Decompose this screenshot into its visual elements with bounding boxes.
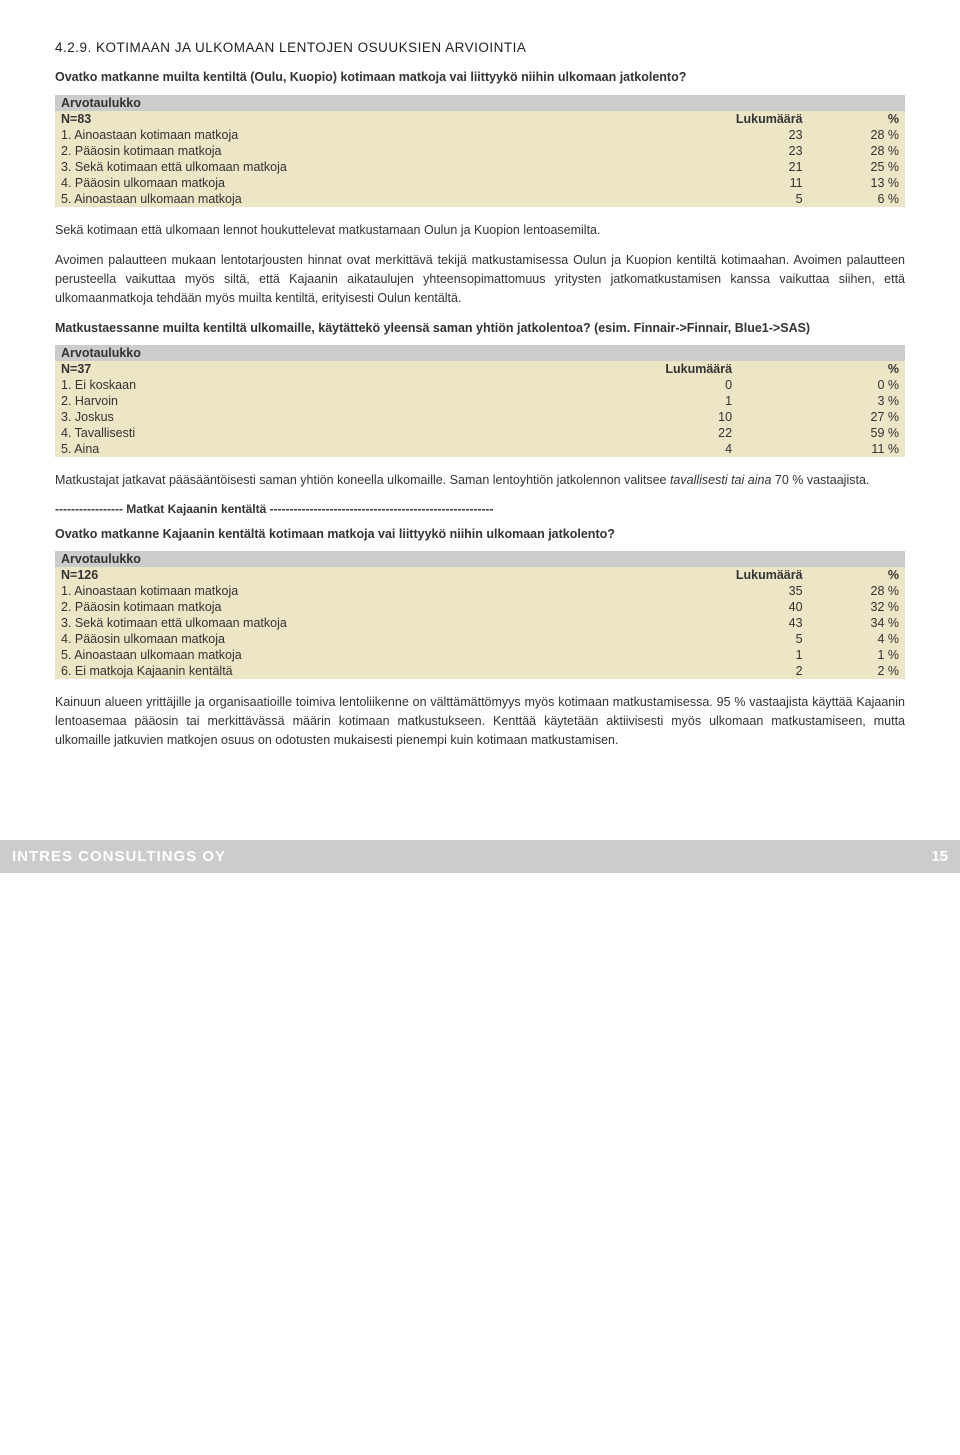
row-count: 11 bbox=[621, 175, 808, 191]
paragraph-4: Kainuun alueen yrittäjille ja organisaat… bbox=[55, 693, 905, 749]
page-footer: INTRES CONSULTINGS OY 15 bbox=[0, 840, 960, 873]
table-row: 4. Pääosin ulkomaan matkoja54 % bbox=[55, 631, 905, 647]
row-label: 6. Ei matkoja Kajaanin kentältä bbox=[55, 663, 621, 679]
row-label: 1. Ainoastaan kotimaan matkoja bbox=[55, 127, 621, 143]
table-3-col-pct: % bbox=[809, 567, 905, 583]
table-1-title: Arvotaulukko bbox=[55, 95, 905, 111]
table-2-n: N=37 bbox=[55, 361, 414, 377]
row-label: 4. Tavallisesti bbox=[55, 425, 414, 441]
row-pct: 11 % bbox=[738, 441, 905, 457]
row-label: 3. Sekä kotimaan että ulkomaan matkoja bbox=[55, 615, 621, 631]
footer-page-number: 15 bbox=[931, 848, 948, 865]
table-row: 1. Ainoastaan kotimaan matkoja2328 % bbox=[55, 127, 905, 143]
row-pct: 13 % bbox=[809, 175, 905, 191]
row-count: 5 bbox=[621, 631, 808, 647]
row-pct: 32 % bbox=[809, 599, 905, 615]
section-divider: ----------------- Matkat Kajaanin kentäl… bbox=[55, 502, 905, 516]
table-1-n: N=83 bbox=[55, 111, 621, 127]
table-row: 2. Pääosin kotimaan matkoja2328 % bbox=[55, 143, 905, 159]
table-row: 5. Aina411 % bbox=[55, 441, 905, 457]
table-1-col-count: Lukumäärä bbox=[621, 111, 808, 127]
row-label: 4. Pääosin ulkomaan matkoja bbox=[55, 631, 621, 647]
table-row: 5. Ainoastaan ulkomaan matkoja56 % bbox=[55, 191, 905, 207]
section-heading: 4.2.9. KOTIMAAN JA ULKOMAAN LENTOJEN OSU… bbox=[55, 40, 905, 55]
row-pct: 28 % bbox=[809, 127, 905, 143]
table-3-title: Arvotaulukko bbox=[55, 551, 905, 567]
row-label: 4. Pääosin ulkomaan matkoja bbox=[55, 175, 621, 191]
row-pct: 4 % bbox=[809, 631, 905, 647]
table-3: Arvotaulukko N=126 Lukumäärä % 1. Ainoas… bbox=[55, 551, 905, 679]
row-label: 5. Ainoastaan ulkomaan matkoja bbox=[55, 191, 621, 207]
row-count: 22 bbox=[414, 425, 738, 441]
question-1: Ovatko matkanne muilta kentiltä (Oulu, K… bbox=[55, 69, 905, 87]
table-3-n: N=126 bbox=[55, 567, 621, 583]
row-count: 2 bbox=[621, 663, 808, 679]
row-count: 43 bbox=[621, 615, 808, 631]
table-row: 5. Ainoastaan ulkomaan matkoja11 % bbox=[55, 647, 905, 663]
table-2: Arvotaulukko N=37 Lukumäärä % 1. Ei kosk… bbox=[55, 345, 905, 457]
row-pct: 59 % bbox=[738, 425, 905, 441]
row-label: 2. Pääosin kotimaan matkoja bbox=[55, 143, 621, 159]
row-count: 23 bbox=[621, 127, 808, 143]
table-row: 3. Joskus1027 % bbox=[55, 409, 905, 425]
table-2-title: Arvotaulukko bbox=[55, 345, 905, 361]
table-1-col-pct: % bbox=[809, 111, 905, 127]
row-count: 35 bbox=[621, 583, 808, 599]
table-2-col-pct: % bbox=[738, 361, 905, 377]
row-pct: 1 % bbox=[809, 647, 905, 663]
row-label: 2. Harvoin bbox=[55, 393, 414, 409]
table-row: 3. Sekä kotimaan että ulkomaan matkoja21… bbox=[55, 159, 905, 175]
row-count: 5 bbox=[621, 191, 808, 207]
row-count: 40 bbox=[621, 599, 808, 615]
row-label: 3. Sekä kotimaan että ulkomaan matkoja bbox=[55, 159, 621, 175]
table-row: 4. Pääosin ulkomaan matkoja1113 % bbox=[55, 175, 905, 191]
table-row: 4. Tavallisesti2259 % bbox=[55, 425, 905, 441]
row-label: 1. Ei koskaan bbox=[55, 377, 414, 393]
row-label: 5. Ainoastaan ulkomaan matkoja bbox=[55, 647, 621, 663]
row-count: 21 bbox=[621, 159, 808, 175]
row-label: 5. Aina bbox=[55, 441, 414, 457]
row-label: 3. Joskus bbox=[55, 409, 414, 425]
para3-italic: tavallisesti tai aina bbox=[670, 473, 771, 487]
footer-company: INTRES CONSULTINGS OY bbox=[12, 848, 226, 865]
row-pct: 34 % bbox=[809, 615, 905, 631]
row-pct: 6 % bbox=[809, 191, 905, 207]
table-row: 1. Ainoastaan kotimaan matkoja3528 % bbox=[55, 583, 905, 599]
row-count: 23 bbox=[621, 143, 808, 159]
table-3-col-count: Lukumäärä bbox=[621, 567, 808, 583]
row-pct: 28 % bbox=[809, 143, 905, 159]
paragraph-1: Sekä kotimaan että ulkomaan lennot houku… bbox=[55, 221, 905, 240]
table-row: 3. Sekä kotimaan että ulkomaan matkoja43… bbox=[55, 615, 905, 631]
question-3: Ovatko matkanne Kajaanin kentältä kotima… bbox=[55, 526, 905, 544]
row-label: 2. Pääosin kotimaan matkoja bbox=[55, 599, 621, 615]
table-row: 6. Ei matkoja Kajaanin kentältä22 % bbox=[55, 663, 905, 679]
row-count: 1 bbox=[621, 647, 808, 663]
table-row: 2. Pääosin kotimaan matkoja4032 % bbox=[55, 599, 905, 615]
row-pct: 2 % bbox=[809, 663, 905, 679]
para3-b: 70 % vastaajista. bbox=[771, 473, 869, 487]
row-pct: 0 % bbox=[738, 377, 905, 393]
row-pct: 25 % bbox=[809, 159, 905, 175]
row-count: 0 bbox=[414, 377, 738, 393]
row-pct: 28 % bbox=[809, 583, 905, 599]
row-pct: 27 % bbox=[738, 409, 905, 425]
paragraph-2: Avoimen palautteen mukaan lentotarjouste… bbox=[55, 251, 905, 307]
table-row: 1. Ei koskaan00 % bbox=[55, 377, 905, 393]
question-2: Matkustaessanne muilta kentiltä ulkomail… bbox=[55, 320, 905, 338]
table-1: Arvotaulukko N=83 Lukumäärä % 1. Ainoast… bbox=[55, 95, 905, 207]
table-2-col-count: Lukumäärä bbox=[414, 361, 738, 377]
row-count: 1 bbox=[414, 393, 738, 409]
para3-a: Matkustajat jatkavat pääsääntöisesti sam… bbox=[55, 473, 670, 487]
paragraph-3: Matkustajat jatkavat pääsääntöisesti sam… bbox=[55, 471, 905, 490]
table-row: 2. Harvoin13 % bbox=[55, 393, 905, 409]
row-label: 1. Ainoastaan kotimaan matkoja bbox=[55, 583, 621, 599]
row-count: 10 bbox=[414, 409, 738, 425]
row-count: 4 bbox=[414, 441, 738, 457]
row-pct: 3 % bbox=[738, 393, 905, 409]
